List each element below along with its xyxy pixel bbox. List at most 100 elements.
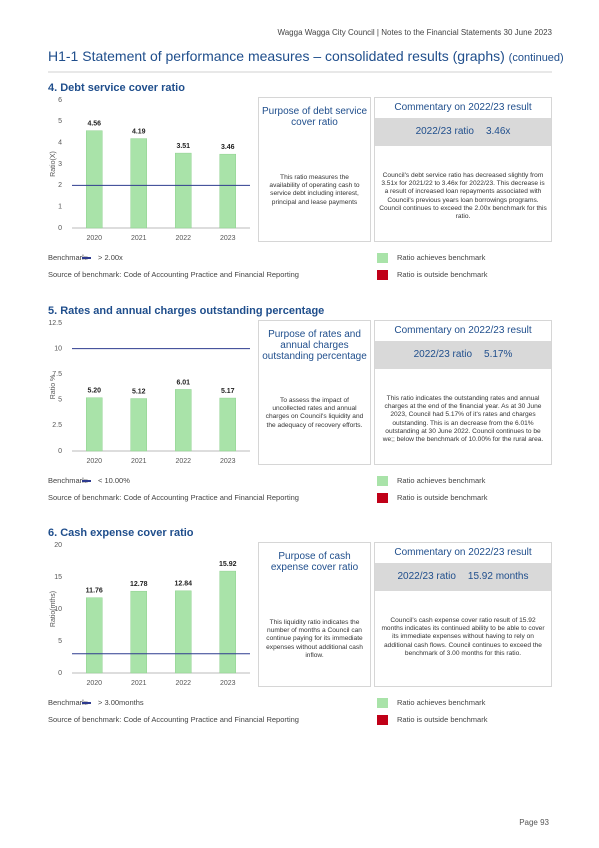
y-tick-label: 2 (58, 182, 62, 189)
result-label: 2022/23 ratio (413, 349, 473, 360)
x-tick-label: 2023 (220, 680, 236, 687)
y-tick-label: 5 (58, 118, 62, 125)
y-tick-label: 1 (58, 204, 62, 211)
legend-swatch (377, 476, 388, 486)
value-label: 4.19 (132, 128, 146, 135)
y-tick-label: 4 (58, 140, 62, 147)
benchmark-label: Benchmark: (48, 253, 89, 262)
y-tick-label: 12.5 (48, 320, 62, 327)
value-label: 5.12 (132, 388, 146, 395)
bar (219, 153, 236, 229)
value-label: 6.01 (176, 379, 190, 386)
y-axis-label: Ratio % (50, 375, 57, 400)
purpose-box: Purpose of cash expense cover ratio This … (258, 542, 371, 687)
title: H1-1 Statement of performance measures –… (48, 48, 505, 64)
benchmark-key (82, 702, 91, 704)
legend-outside: Ratio is outside benchmark (397, 270, 488, 279)
benchmark-key (82, 257, 91, 259)
commentary-title: Commentary on 2022/23 result (394, 325, 532, 336)
section-heading: 4. Debt service cover ratio (48, 82, 185, 94)
source: Source of benchmark: Code of Accounting … (48, 493, 299, 502)
x-tick-label: 2022 (175, 235, 191, 242)
commentary-box: Commentary on 2022/23 result 2022/23 rati… (374, 320, 552, 465)
benchmark-value: < 10.00% (98, 476, 130, 485)
benchmark-value: > 3.00months (98, 698, 144, 707)
bar (130, 138, 147, 229)
y-tick-label: 10 (54, 606, 62, 613)
y-tick-label: 5 (58, 638, 62, 645)
commentary-title: Commentary on 2022/23 result (394, 102, 532, 113)
purpose-box: Purpose of debt service cover ratio This … (258, 97, 371, 242)
section-heading: 5. Rates and annual charges outstanding … (48, 305, 325, 317)
source: Source of benchmark: Code of Accounting … (48, 270, 299, 279)
purpose-box: Purpose of rates and annual charges outs… (258, 320, 371, 465)
x-tick-label: 2021 (131, 458, 147, 465)
result-band: 2022/23 ratio 5.17% (375, 341, 551, 369)
result-band: 2022/23 ratio 15.92 months (375, 563, 551, 591)
result-label: 2022/23 ratio (415, 126, 474, 137)
y-tick-label: 6 (58, 97, 62, 104)
org-line: Wagga Wagga City Council | Notes to the … (277, 28, 552, 37)
result-band: 2022/23 ratio 3.46x (375, 118, 551, 146)
y-tick-label: 0 (58, 670, 62, 677)
legend-swatch (377, 715, 388, 725)
source: Source of benchmark: Code of Accounting … (48, 715, 299, 724)
legend-outside: Ratio is outside benchmark (397, 715, 488, 724)
title-suffix: (continued) (508, 52, 564, 64)
legend-achieves: Ratio achieves benchmark (397, 476, 486, 485)
value-label: 15.92 (219, 561, 237, 568)
y-tick-label: 20 (54, 542, 62, 549)
commentary-text: Council's debt service ratio has decreas… (379, 172, 547, 221)
page-number: Page 93 (519, 818, 549, 827)
bar (130, 590, 147, 674)
result-label: 2022/23 ratio (397, 571, 456, 582)
x-tick-label: 2021 (131, 235, 147, 242)
purpose-text: This ratio measures the availability of … (269, 174, 360, 206)
commentary-title: Commentary on 2022/23 result (394, 547, 532, 558)
commentary-text: This ratio indicates the outstanding rat… (382, 395, 544, 444)
y-tick-label: 10 (54, 345, 62, 352)
purpose-text: This liquidity ratio indicates the numbe… (266, 619, 363, 659)
commentary-box: Commentary on 2022/23 result 2022/23 rati… (374, 542, 552, 687)
value-label: 12.78 (130, 581, 148, 588)
benchmark-label: Benchmark: (48, 476, 89, 485)
y-axis-label: Ratio(mths) (50, 591, 57, 627)
purpose-text: To assess the impact of uncollected rate… (265, 397, 364, 429)
value-label: 12.84 (174, 581, 192, 588)
legend-swatch (377, 493, 388, 503)
section-heading: 6. Cash expense cover ratio (48, 527, 194, 539)
y-tick-label: 0 (58, 448, 62, 455)
x-tick-label: 2023 (220, 235, 236, 242)
bar (86, 597, 103, 674)
commentary-text: Council's cash expense cover ratio resul… (381, 617, 545, 657)
result-value: 5.17% (484, 349, 513, 360)
x-tick-label: 2022 (175, 458, 191, 465)
value-label: 4.56 (87, 121, 101, 128)
x-tick-label: 2020 (86, 235, 102, 242)
purpose-title: Purpose of rates and annual charges outs… (262, 329, 367, 362)
bar (130, 398, 147, 452)
legend-achieves: Ratio achieves benchmark (397, 253, 486, 262)
legend-swatch (377, 253, 388, 263)
benchmark-key (82, 480, 91, 482)
x-tick-label: 2022 (175, 680, 191, 687)
bar (175, 152, 192, 229)
x-tick-label: 2020 (86, 680, 102, 687)
y-tick-label: 5 (58, 397, 62, 404)
value-label: 11.76 (86, 588, 103, 595)
bar (86, 397, 103, 452)
commentary-box: Commentary on 2022/23 result 2022/23 rati… (374, 97, 552, 242)
legend-achieves: Ratio achieves benchmark (397, 698, 486, 707)
page-title: H1-1 Statement of performance measures –… (48, 48, 564, 64)
result-value: 3.46x (485, 126, 511, 137)
y-tick-label: 7.5 (52, 371, 62, 378)
bar (175, 590, 192, 674)
bar (175, 389, 192, 452)
legend-swatch (377, 698, 388, 708)
legend-outside: Ratio is outside benchmark (397, 493, 488, 502)
y-tick-label: 0 (58, 225, 62, 232)
y-axis-label: Ratio(X) (50, 151, 57, 177)
legend-swatch (377, 270, 388, 280)
benchmark-label: Benchmark: (48, 698, 89, 707)
